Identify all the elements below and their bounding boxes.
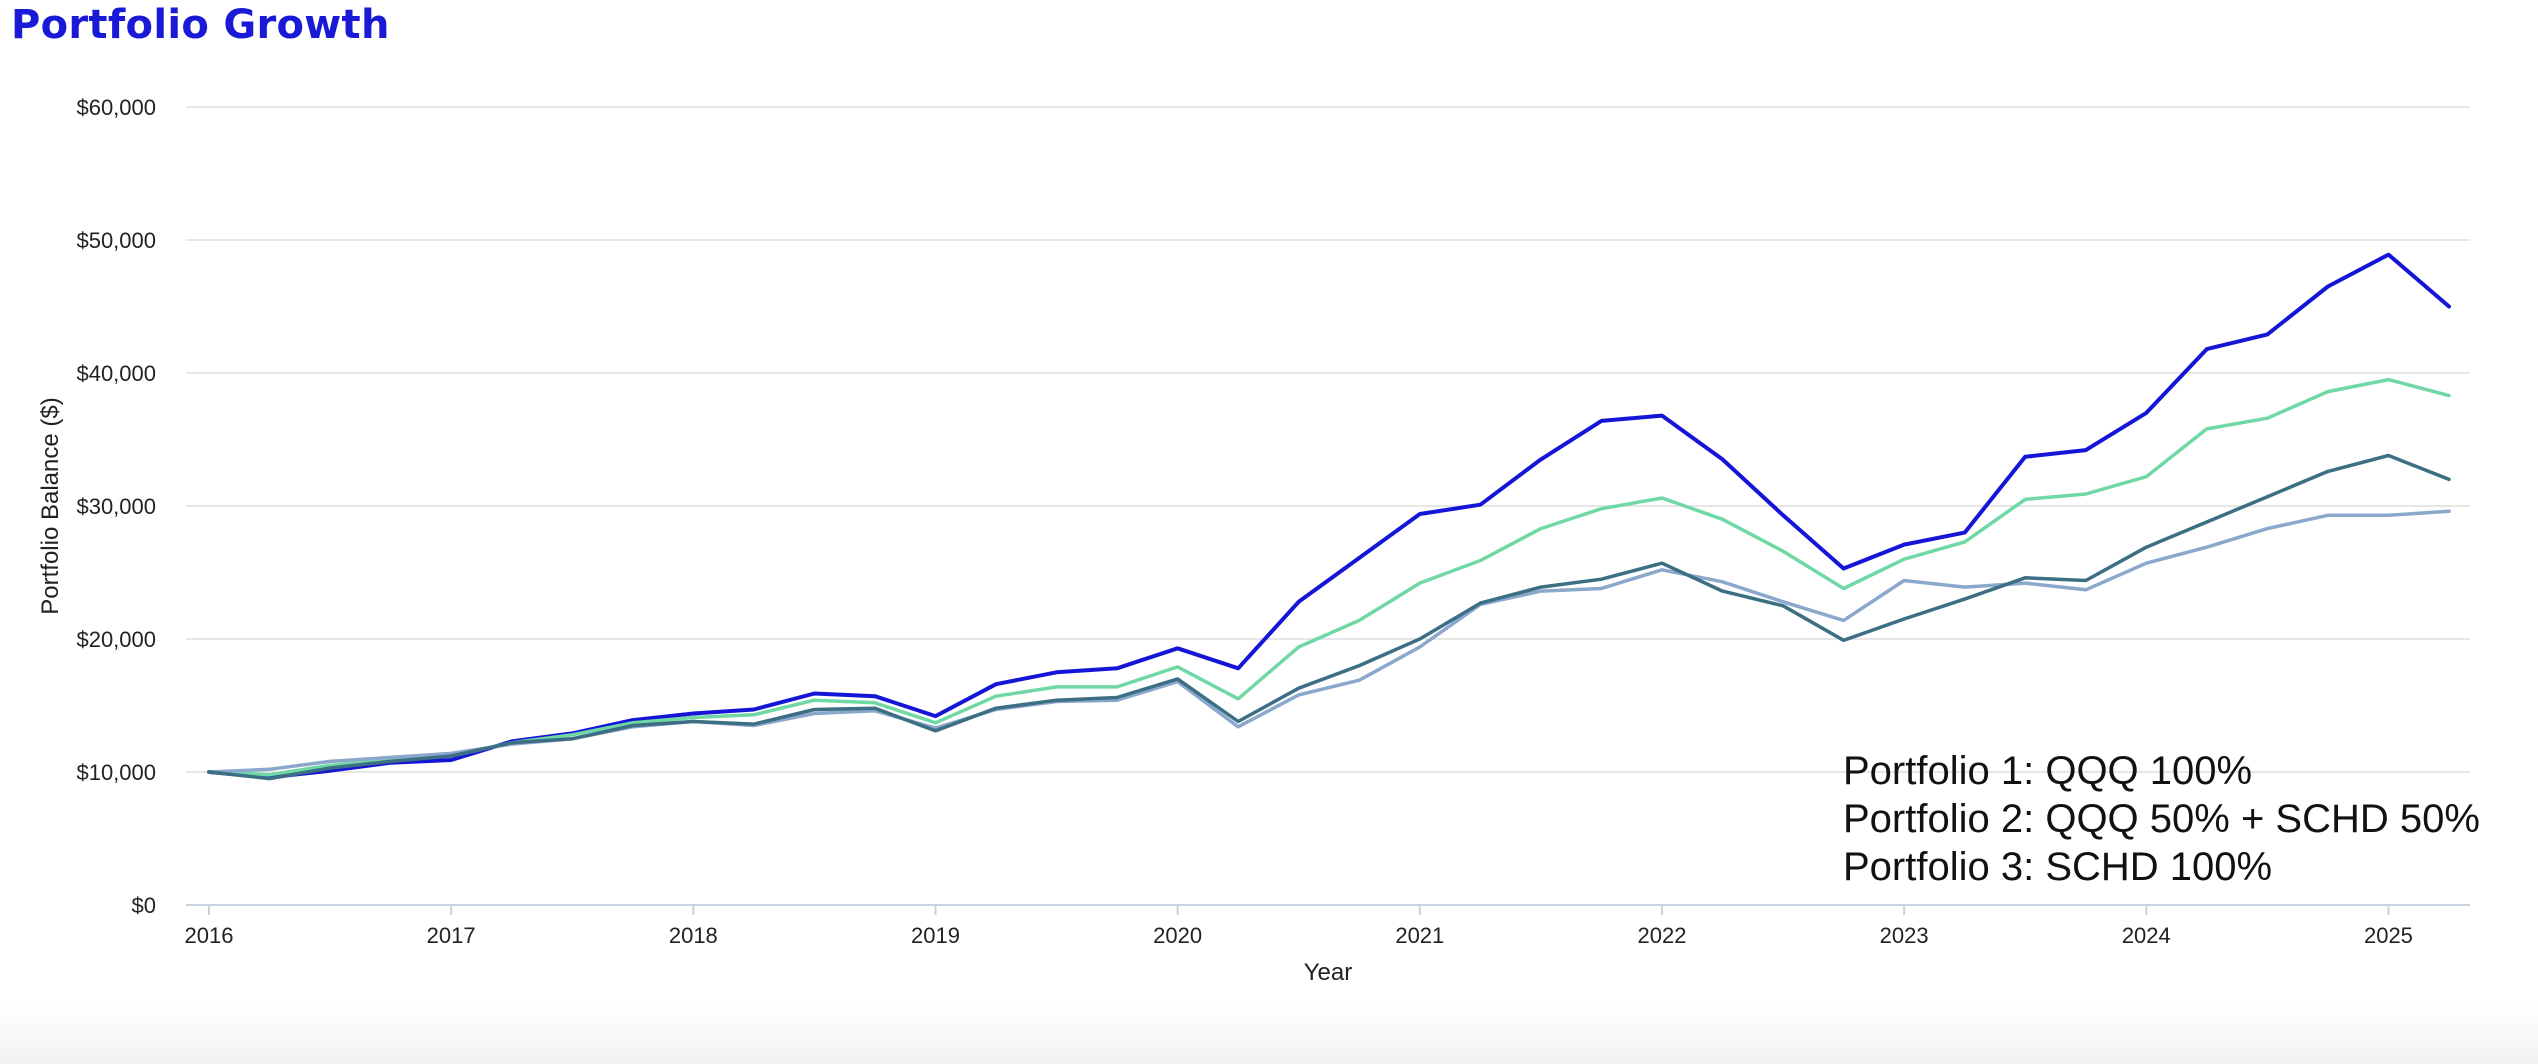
y-tick-label: $60,000 [76,95,156,120]
x-tick-label: 2023 [1880,923,1929,948]
axes: $0 $10,000 $20,000 $30,000 $40,000 $50,000 $60… [76,95,2470,948]
x-tick-label: 2016 [185,923,234,948]
series-line-4 [207,453,2451,781]
x-tick-label: 2020 [1153,923,1202,948]
y-tick-label: $40,000 [76,361,156,386]
x-tick-label: 2021 [1395,923,1444,948]
y-tick-label: $50,000 [76,228,156,253]
x-tick-label: 2018 [669,923,718,948]
x-tick-label: 2022 [1637,923,1686,948]
x-axis-title: Year [1304,959,1353,986]
x-tick-label: 2017 [427,923,476,948]
gridlines [186,106,2470,773]
series-line-3 [207,509,2451,774]
series-line-1 [207,252,2451,780]
series-line-2 [207,377,2451,777]
y-tick-label: $20,000 [76,627,156,652]
y-tick-label: $10,000 [76,760,156,785]
annotation-line-3: Portfolio 3: SCHD 100% [1843,845,2272,889]
footer-shade [0,1004,2538,1064]
x-tick-label: 2025 [2364,923,2413,948]
y-tick-label: $30,000 [76,494,156,519]
y-tick-label: $0 [132,893,156,918]
series-lines [207,252,2451,781]
annotation-line-1: Portfolio 1: QQQ 100% [1843,749,2252,793]
annotation-line-2: Portfolio 2: QQQ 50% + SCHD 50% [1843,797,2480,841]
chart-title: Portfolio Growth [11,2,390,48]
x-tick-label: 2019 [911,923,960,948]
x-tick-label: 2024 [2122,923,2171,948]
portfolio-annotation: Portfolio 1: QQQ 100% Portfolio 2: QQQ 5… [1843,749,2480,889]
y-axis-title: Portfolio Balance ($) [37,397,64,614]
